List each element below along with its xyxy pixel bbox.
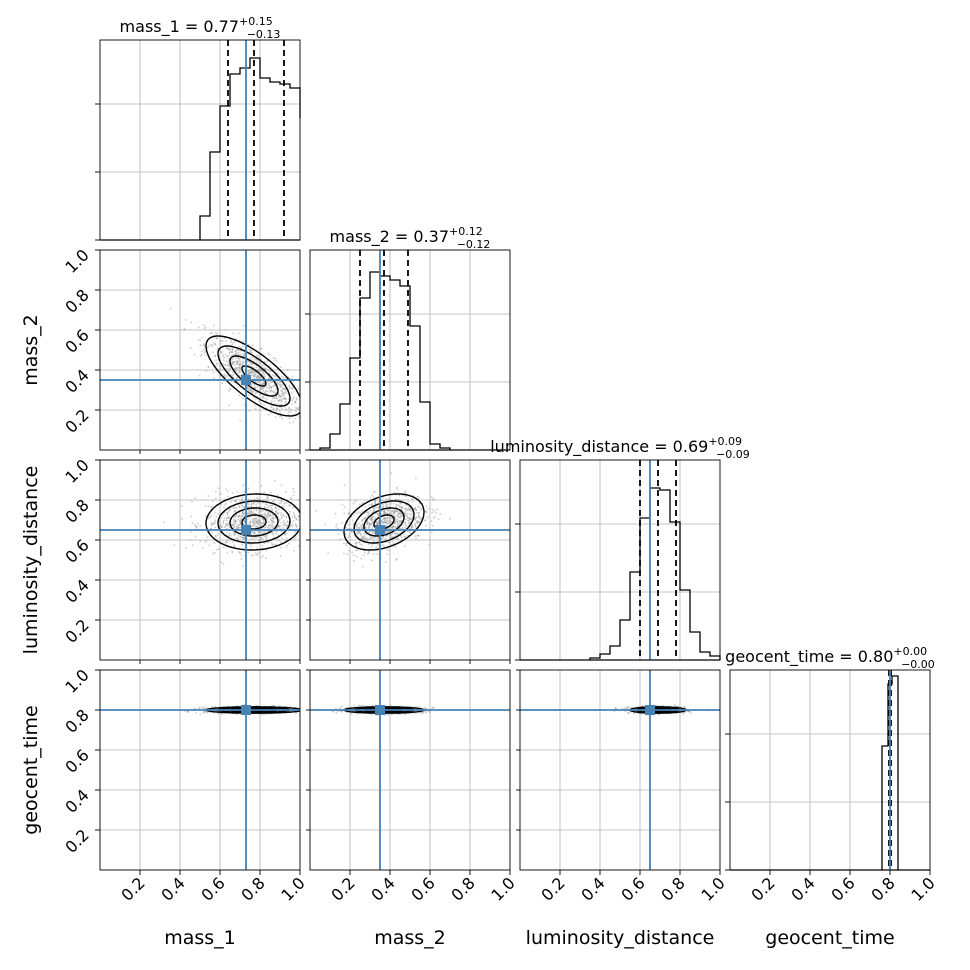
ytick-label-mass-2-0: 0.2 (61, 405, 92, 436)
joint-frame-mass-1-mass-2 (99, 249, 301, 451)
xtick-label-mass-2-3: 0.8 (447, 873, 478, 904)
ytick-label-mass-2-3: 0.8 (61, 285, 92, 316)
truth-point-mass-2-geocent-time (375, 705, 385, 715)
ytick-label-geocent-time-4: 1.0 (61, 665, 92, 696)
contour-level-2-mass-1-mass-2 (229, 355, 279, 397)
xaxis-label-mass-1: mass_1 (164, 927, 236, 949)
joint-panel-mass-1-vs-mass-2 (99, 249, 301, 451)
truth-point-mass-2-luminosity-distance (375, 525, 385, 535)
contour-level-1-mass-1-mass-2 (217, 345, 291, 407)
joint-grid-mass-2-luminosity-distance (310, 460, 510, 660)
hist-frame-geocent-time (729, 669, 931, 871)
contour-level-3-mass-2-luminosity-distance (373, 514, 395, 530)
xtick-label-luminosity-distance-3: 0.8 (657, 873, 688, 904)
xtick-label-mass-2-0: 0.2 (327, 873, 358, 904)
contour-level-3-mass-1-luminosity-distance (241, 514, 267, 530)
contour-level-3-mass-1-mass-2 (241, 365, 267, 387)
xtick-label-luminosity-distance-4: 1.0 (697, 873, 728, 904)
contour-level-1-mass-1-luminosity-distance (217, 500, 291, 544)
hist-panel-mass-1: mass_1 = 0.77+0.15 −0.13 (95, 15, 301, 241)
joint-grid-luminosity-distance-geocent-time (520, 670, 720, 870)
ytick-label-luminosity-distance-4: 1.0 (61, 455, 92, 486)
histogram-mass-2 (319, 271, 451, 450)
ytick-label-luminosity-distance-0: 0.2 (61, 615, 92, 646)
xtick-label-luminosity-distance-2: 0.6 (617, 873, 648, 904)
ytick-label-luminosity-distance-1: 0.4 (61, 575, 92, 606)
joint-panel-mass-1-vs-luminosity-distance (99, 459, 301, 661)
contour-level-1-mass-2-luminosity-distance (353, 500, 415, 544)
ytick-label-luminosity-distance-3: 0.8 (61, 495, 92, 526)
joint-frame-mass-1-luminosity-distance (99, 459, 301, 661)
scatter-mass-2-luminosity-distance (315, 472, 451, 568)
xaxis-label-mass-2: mass_2 (374, 927, 446, 949)
xtick-label-geocent-time-1: 0.4 (787, 873, 818, 904)
scatter-mass-1-luminosity-distance (162, 479, 300, 568)
xtick-label-mass-1-0: 0.2 (117, 873, 148, 904)
hist-frame-luminosity-distance (519, 459, 721, 661)
ytick-label-mass-2-1: 0.4 (61, 365, 92, 396)
joint-panel-luminosity-distance-vs-geocent-time (519, 669, 721, 871)
xtick-label-geocent-time-4: 1.0 (907, 873, 938, 904)
xtick-label-mass-1-1: 0.4 (157, 873, 188, 904)
truth-point-mass-1-mass-2 (241, 375, 251, 385)
ytick-label-mass-2-2: 0.6 (61, 325, 92, 356)
joint-grid-mass-2-geocent-time (310, 670, 510, 870)
ytick-label-luminosity-distance-2: 0.6 (61, 535, 92, 566)
panel-title-geocent-time: geocent_time = 0.80+0.00 −0.00 (725, 645, 935, 671)
truth-point-luminosity-distance-geocent-time (645, 705, 655, 715)
hist-panel-geocent-time: geocent_time = 0.80+0.00 −0.00 (725, 645, 935, 871)
joint-panel-mass-2-vs-luminosity-distance (309, 459, 511, 661)
joint-grid-mass-1-luminosity-distance (100, 460, 300, 660)
ytick-label-geocent-time-3: 0.8 (61, 705, 92, 736)
hist-grid-mass-2 (310, 250, 510, 450)
xtick-label-mass-2-2: 0.6 (407, 873, 438, 904)
xtick-label-mass-2-1: 0.4 (367, 873, 398, 904)
xaxis-label-geocent-time: geocent_time (765, 927, 894, 949)
truth-point-mass-1-luminosity-distance (241, 525, 251, 535)
xtick-label-mass-1-2: 0.6 (197, 873, 228, 904)
xaxis-label-luminosity-distance: luminosity_distance (526, 927, 715, 949)
hist-panel-luminosity-distance: luminosity_distance = 0.69+0.09 −0.09 (490, 435, 750, 661)
xtick-label-mass-1-3: 0.8 (237, 873, 268, 904)
panel-title-mass-2: mass_2 = 0.37+0.12 −0.12 (330, 225, 491, 251)
yaxis-label-luminosity-distance: luminosity_distance (20, 466, 42, 655)
panel-title-luminosity-distance: luminosity_distance = 0.69+0.09 −0.09 (490, 435, 750, 461)
xtick-label-luminosity-distance-1: 0.4 (577, 873, 608, 904)
joint-frame-mass-1-geocent-time (99, 669, 301, 871)
ytick-label-geocent-time-0: 0.2 (61, 825, 92, 856)
joint-frame-mass-2-luminosity-distance (309, 459, 511, 661)
xtick-label-geocent-time-0: 0.2 (747, 873, 778, 904)
panel-title-mass-1: mass_1 = 0.77+0.15 −0.13 (120, 15, 281, 41)
joint-panel-mass-2-vs-geocent-time (309, 669, 511, 871)
xtick-label-luminosity-distance-0: 0.2 (537, 873, 568, 904)
joint-grid-mass-1-geocent-time (100, 670, 300, 870)
contour-level-0-mass-2-luminosity-distance (343, 493, 425, 551)
joint-panel-mass-1-vs-geocent-time (99, 669, 301, 871)
truth-point-mass-1-geocent-time (241, 705, 251, 715)
ytick-label-geocent-time-2: 0.6 (61, 745, 92, 776)
joint-grid-mass-1-mass-2 (100, 250, 300, 450)
yaxis-label-mass-2: mass_2 (20, 314, 42, 386)
xtick-label-geocent-time-3: 0.8 (867, 873, 898, 904)
xtick-label-mass-2-4: 1.0 (487, 873, 518, 904)
joint-frame-luminosity-distance-geocent-time (519, 669, 721, 871)
histogram-luminosity-distance (589, 487, 721, 660)
hist-panel-mass-2: mass_2 = 0.37+0.12 −0.12 (305, 225, 511, 451)
hist-frame-mass-1 (99, 39, 301, 241)
histogram-mass-1 (199, 57, 301, 240)
yaxis-label-geocent-time: geocent_time (20, 705, 42, 834)
hist-grid-geocent-time (730, 670, 930, 870)
joint-frame-mass-2-geocent-time (309, 669, 511, 871)
hist-frame-mass-2 (309, 249, 511, 451)
ytick-label-mass-2-4: 1.0 (61, 245, 92, 276)
xtick-label-mass-1-4: 1.0 (277, 873, 308, 904)
ytick-label-geocent-time-1: 0.4 (61, 785, 92, 816)
xtick-label-geocent-time-2: 0.6 (827, 873, 858, 904)
hist-grid-mass-1 (100, 40, 300, 240)
contour-level-0-mass-1-luminosity-distance (205, 493, 300, 551)
contour-level-2-mass-1-luminosity-distance (229, 507, 279, 537)
